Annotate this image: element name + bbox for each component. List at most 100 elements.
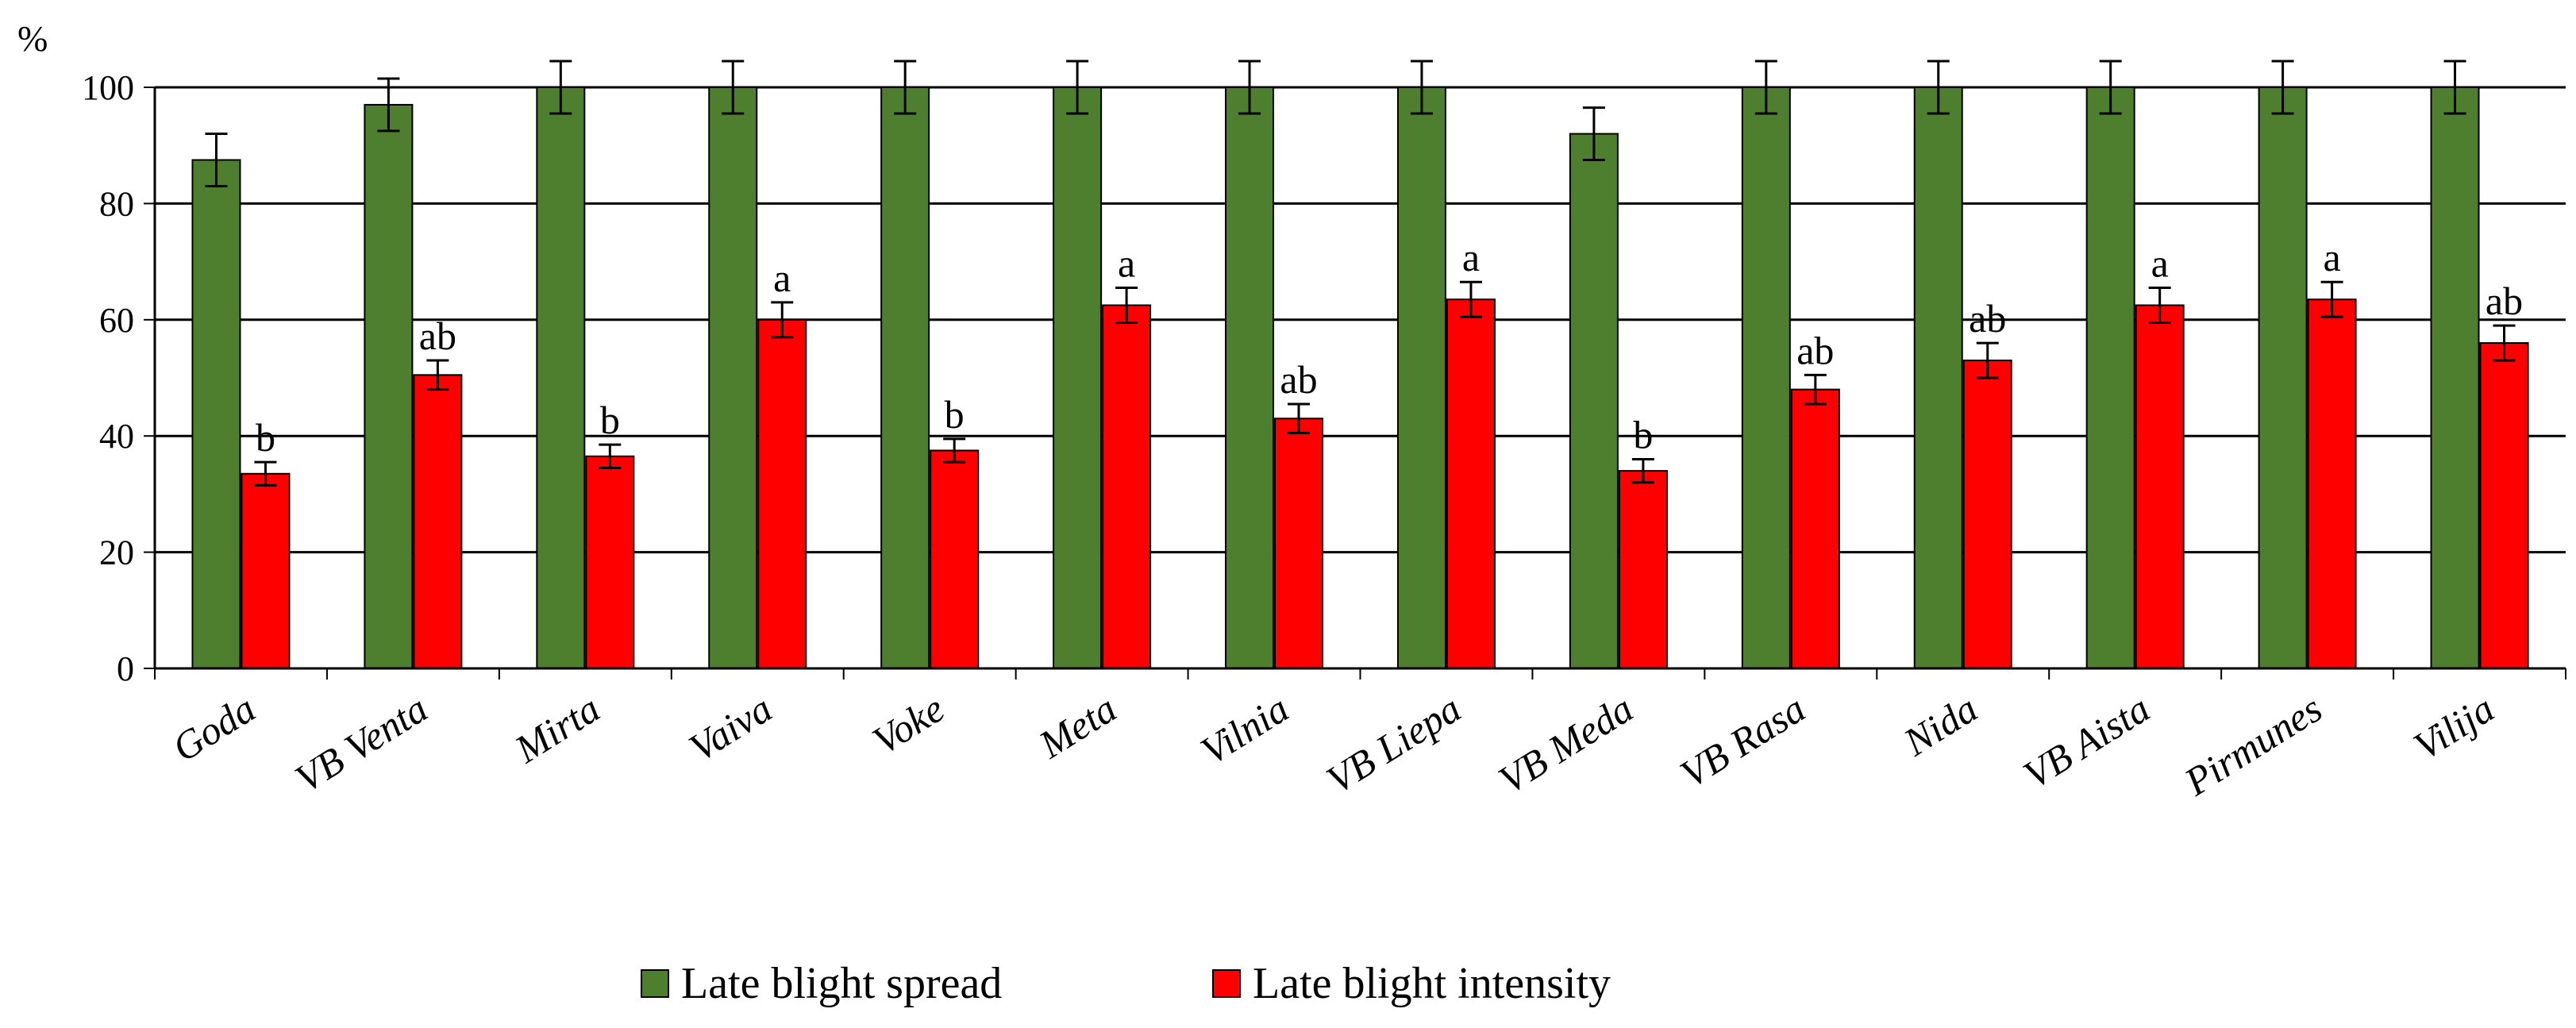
error-bar-spread-3 [722, 60, 745, 115]
data-label-8: b [1633, 412, 1653, 456]
error-bar-spread-9 [1754, 60, 1777, 115]
bar-intensity-9 [1790, 388, 1840, 669]
error-bar-intensity-6 [1288, 402, 1311, 435]
legend-swatch-spread [641, 969, 669, 998]
bar-intensity-8 [1618, 470, 1668, 669]
bar-spread-3 [708, 87, 758, 669]
category-label-4: Voke [864, 686, 952, 764]
bar-intensity-13 [2479, 342, 2529, 669]
bar-intensity-2 [585, 455, 635, 669]
data-label-12: a [2324, 235, 2341, 279]
bar-spread-4 [880, 87, 930, 669]
error-bar-spread-5 [1066, 60, 1089, 115]
category-label-11: VB Aista [2016, 686, 2157, 797]
y-tick-label-20: 20 [99, 533, 134, 572]
data-label-2: b [600, 398, 620, 442]
y-tick-label-40: 40 [99, 417, 134, 456]
bar-spread-12 [2258, 87, 2308, 669]
error-bar-spread-8 [1582, 106, 1605, 161]
error-bar-spread-2 [549, 60, 572, 115]
bar-spread-0 [191, 159, 241, 669]
bar-spread-2 [536, 87, 586, 669]
bar-spread-11 [2085, 87, 2135, 669]
data-label-6: ab [1280, 357, 1317, 402]
error-bar-intensity-10 [1976, 341, 1999, 379]
data-label-3: a [773, 256, 791, 300]
y-tick-label-80: 80 [99, 184, 134, 223]
y-axis-label: % [17, 18, 48, 59]
data-label-9: ab [1796, 328, 1834, 372]
legend-swatch-intensity [1212, 969, 1241, 998]
category-label-13: Vilija [2406, 686, 2502, 768]
error-bar-spread-6 [1238, 60, 1261, 115]
legend-label-intensity: Late blight intensity [1253, 959, 1611, 1008]
bar-intensity-11 [2135, 304, 2185, 669]
bar-intensity-0 [241, 472, 291, 670]
data-label-13: ab [2486, 279, 2523, 323]
data-label-0: b [256, 415, 275, 460]
error-bar-spread-7 [1410, 60, 1433, 115]
error-bar-intensity-0 [254, 460, 277, 487]
y-tick-label-100: 100 [82, 68, 134, 107]
bar-spread-1 [364, 103, 414, 669]
error-bar-intensity-12 [2320, 280, 2343, 318]
error-bar-spread-10 [1927, 60, 1950, 115]
bar-spread-13 [2430, 87, 2480, 669]
bars [191, 87, 2529, 670]
error-bar-intensity-3 [771, 301, 794, 339]
data-label-5: a [1118, 241, 1135, 286]
bar-spread-6 [1225, 87, 1275, 669]
error-bar-intensity-5 [1115, 287, 1138, 324]
error-bar-spread-0 [205, 133, 228, 187]
error-bar-intensity-7 [1459, 280, 1482, 318]
error-bar-intensity-11 [2148, 287, 2171, 324]
category-label-5: Meta [1030, 686, 1124, 767]
error-bar-intensity-13 [2493, 324, 2516, 362]
bar-spread-7 [1396, 87, 1446, 669]
category-label-1: VB Venta [287, 686, 435, 801]
error-bar-spread-4 [894, 60, 917, 115]
bar-spread-9 [1741, 87, 1791, 669]
gridlines [144, 86, 2566, 669]
legend: Late blight spread Late blight intensity [641, 959, 1611, 1008]
bar-intensity-3 [757, 318, 807, 669]
category-label-7: VB Liepa [1319, 686, 1469, 803]
legend-label-spread: Late blight spread [681, 959, 1002, 1008]
bar-spread-8 [1569, 133, 1619, 669]
error-bar-intensity-9 [1804, 373, 1827, 406]
category-label-9: VB Rasa [1673, 686, 1813, 796]
category-labels: Goda VB Venta Mirta Vaiva Voke Meta Vilnia VB L… [164, 686, 2501, 805]
data-label-7: a [1462, 235, 1480, 279]
bar-intensity-10 [1962, 360, 2012, 669]
data-label-10: ab [1969, 296, 2006, 341]
bar-intensity-1 [413, 374, 463, 669]
error-bar-intensity-2 [599, 443, 622, 469]
bar-intensity-5 [1102, 304, 1152, 669]
y-tick-label-0: 0 [117, 649, 134, 688]
category-label-3: Vaiva [681, 686, 780, 770]
error-bar-spread-13 [2443, 60, 2466, 115]
data-label-1: ab [419, 314, 456, 358]
bar-spread-10 [1913, 87, 1963, 669]
error-bar-intensity-8 [1631, 457, 1654, 484]
error-bar-spread-1 [377, 77, 400, 133]
bar-spread-5 [1053, 87, 1103, 669]
bar-intensity-7 [1446, 298, 1496, 669]
category-label-0: Goda [164, 686, 263, 770]
data-label-4: b [945, 392, 965, 437]
category-label-8: VB Meda [1491, 686, 1641, 803]
category-label-2: Mirta [506, 686, 607, 772]
bar-intensity-12 [2307, 298, 2357, 669]
category-label-6: Vilnia [1193, 686, 1296, 773]
category-label-12: Pirmunes [2176, 686, 2329, 805]
data-label-11: a [2151, 241, 2169, 286]
error-bar-spread-11 [2099, 60, 2122, 115]
error-bars [205, 60, 2516, 487]
category-label-10: Nida [1896, 686, 1985, 765]
y-tick-label-60: 60 [99, 301, 134, 340]
error-bar-intensity-1 [426, 359, 449, 391]
error-bar-spread-12 [2271, 60, 2294, 115]
error-bar-intensity-4 [943, 437, 966, 464]
